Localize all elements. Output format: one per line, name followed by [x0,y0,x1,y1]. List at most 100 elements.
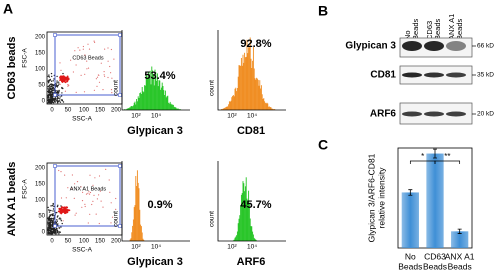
gated-dot [60,79,63,82]
scatter-dot [61,100,64,102]
gated-dot [89,191,92,194]
gated-dot [76,181,79,183]
scatter-dot [52,204,54,206]
scatter-y-tick: 50 [38,83,45,89]
scatter-dot [49,86,51,88]
scatter-dot [50,218,52,220]
scatter-dot [57,223,59,225]
gated-dot [107,47,109,49]
bar [401,192,419,248]
blot-column-label: Beads [455,18,464,40]
gated-dot [81,200,84,202]
gated-dot [95,78,97,80]
gated-dot [85,193,88,195]
gated-dot [68,84,70,86]
gated-dot [59,79,61,81]
scatter-dot [52,208,55,210]
scatter-dot [60,95,63,97]
gated-dot [91,203,93,206]
scatter-dot [60,226,62,228]
x-tick-label: CD63 [424,251,446,261]
gated-dot [66,80,68,83]
blot-row-label: Glypican 3 [345,41,396,52]
gated-dot [73,197,75,199]
scatter-y-label: FSC-A [22,48,29,68]
percent-label: 0.9% [147,199,172,211]
blot-band [424,41,444,51]
histogram-x-tick: 10² [227,244,237,251]
gated-dot [81,206,83,208]
gated-dot [110,89,113,91]
scatter-dot [48,84,50,87]
histogram-axes [217,30,286,111]
scatter-dot [52,102,55,104]
scatter-dot [54,230,57,233]
gated-dot [115,197,117,200]
histogram [123,66,182,110]
scatter-dot [56,101,59,104]
scatter-dot [55,232,57,234]
gated-dot [67,77,70,80]
gate [54,34,121,96]
blot-band [424,72,444,78]
scatter-dot [50,93,53,95]
gate-handle [118,164,122,168]
gated-dot [113,58,115,60]
scatter-dot [50,83,52,85]
gated-dot [59,83,61,85]
scatter-x-label: SSC-A [72,116,93,123]
blot-band [446,72,466,78]
scatter-dot [50,232,52,234]
scatter-dot [50,219,52,221]
scatter-y-tick: 0 [42,230,46,236]
gated-dot [59,62,61,64]
scatter-dot [52,232,55,234]
gated-dot [74,50,76,52]
scatter-dot [52,218,54,220]
scatter-dot [53,229,55,232]
scatter-dot [47,229,50,231]
gated-dot [88,191,90,193]
scatter-x-tick: 150 [95,108,106,114]
scatter-dot [50,80,53,82]
scatter-dot [50,230,52,232]
scatter-dot [56,75,58,78]
gated-dot [82,45,84,48]
scatter-y-tick: 200 [35,166,46,172]
blot-size-label: 66 kD [477,43,494,50]
blot-column-label: No [403,30,412,40]
scatter-dot [56,230,59,232]
histogram-x-tick: 10⁴ [247,113,257,120]
scatter-dot [52,202,54,205]
scatter-dot [49,78,51,81]
blot-column-label: Beads [433,18,442,40]
gated-dot [84,203,86,205]
scatter-dot [52,80,54,82]
scatter-dot [50,89,53,91]
gated-dot [109,65,111,68]
gated-dot [84,205,86,208]
gated-dot [64,90,66,92]
scatter-y-label: FSC-A [22,179,29,199]
scatter-dot [51,233,53,235]
scatter-dot [48,80,50,82]
scatter-dot [61,222,63,225]
scatter-dot [55,221,58,224]
scatter-dot [61,92,63,94]
blot-size-label: 35 kD [477,72,494,79]
gated-dot [98,175,101,177]
scatter-dot [51,221,53,223]
gated-dot [64,174,66,176]
blot-column-label: ANX A1 [447,14,456,40]
scatter-dot [55,227,58,229]
scatter-dot [49,209,51,211]
scatter-dot [51,75,53,78]
gated-dot [111,77,113,79]
gated-dot [87,222,89,224]
scatter-dot [47,219,50,221]
histogram-y-label: count [113,211,120,227]
gated-dot [102,89,104,91]
gated-dot [80,186,82,188]
gated-dot [84,54,86,56]
blot-band [402,111,422,117]
